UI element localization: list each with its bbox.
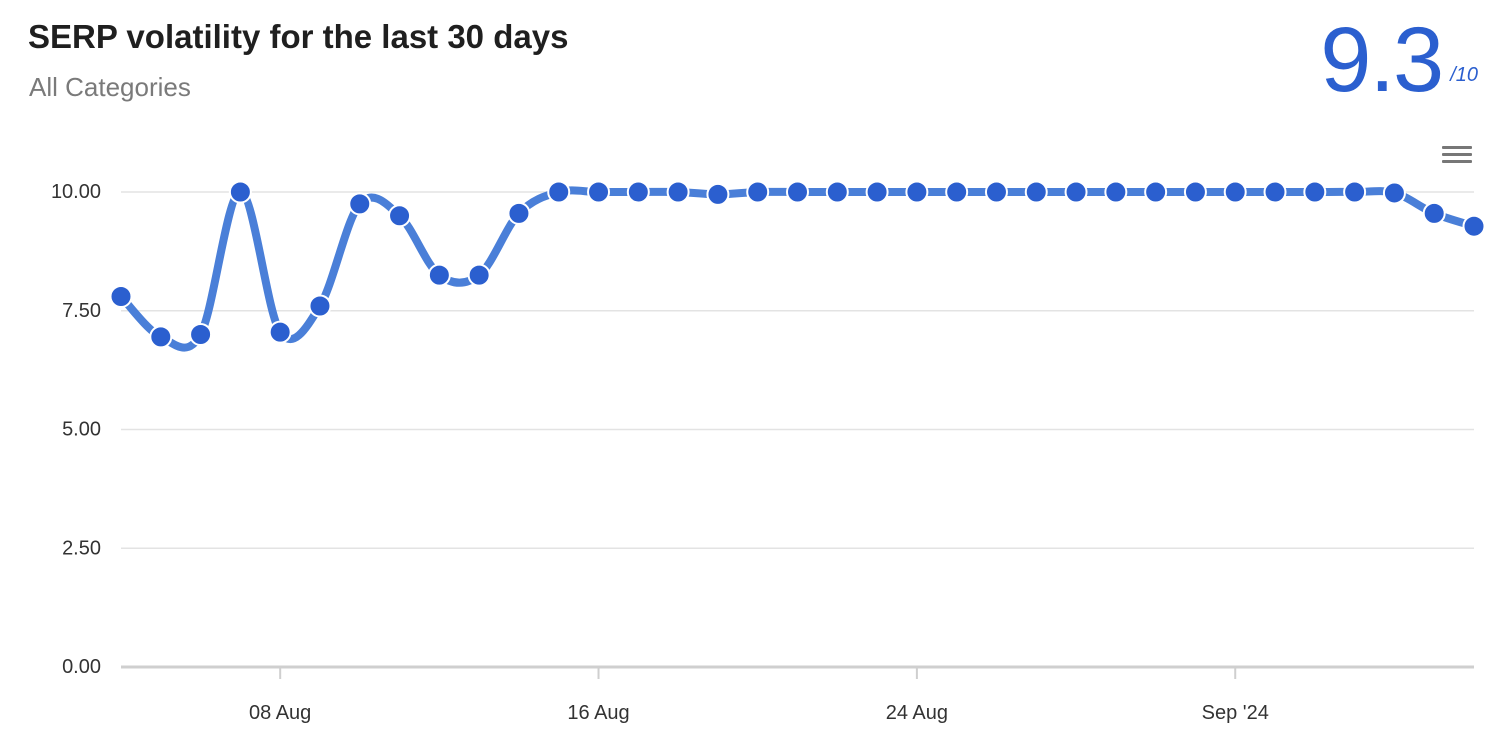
data-point[interactable] [626,180,650,204]
data-point[interactable] [1263,180,1287,204]
data-point[interactable] [905,180,929,204]
hamburger-menu-icon[interactable] [1440,142,1474,172]
data-point[interactable] [228,180,252,204]
score-max: /10 [1450,64,1478,86]
x-axis: 08 Aug 16 Aug 24 Aug Sep '24 [249,667,1269,724]
data-point[interactable] [1223,180,1247,204]
y-tick-label: 10.00 [51,181,101,203]
data-point[interactable] [865,180,889,204]
data-point[interactable] [467,263,491,287]
chart-subtitle: All Categories [29,72,191,102]
data-point[interactable] [666,180,690,204]
y-tick-label: 5.00 [62,419,101,441]
data-point[interactable] [308,294,332,318]
data-point[interactable] [507,201,531,225]
data-point[interactable] [1422,201,1446,225]
data-point[interactable] [984,180,1008,204]
data-point[interactable] [388,204,412,228]
data-point[interactable] [547,180,571,204]
x-tick-label: 24 Aug [886,702,948,724]
score-value: 9.3 [1320,9,1444,111]
x-tick-label: 16 Aug [567,702,629,724]
data-point[interactable] [268,320,292,344]
data-point[interactable] [149,325,173,349]
x-tick-label: Sep '24 [1202,702,1269,724]
series-points-layer [109,180,1486,349]
data-point[interactable] [109,285,133,308]
y-tick-label: 7.50 [62,300,101,322]
data-point[interactable] [587,180,611,204]
y-axis: 0.00 2.50 5.00 7.50 10.00 [51,181,101,678]
y-tick-label: 2.50 [62,537,101,559]
grid-layer [121,191,1474,669]
data-point[interactable] [1462,214,1486,238]
data-point[interactable] [945,180,969,204]
data-point[interactable] [1183,180,1207,204]
series-line [117,186,1478,352]
data-point[interactable] [1064,180,1088,204]
data-point[interactable] [1303,180,1327,204]
data-point[interactable] [427,263,451,287]
y-tick-label: 0.00 [62,656,101,678]
data-point[interactable] [348,192,372,216]
data-point[interactable] [786,180,809,204]
data-point[interactable] [1104,180,1128,204]
x-tick-label: 08 Aug [249,702,311,724]
data-point[interactable] [1024,180,1048,204]
series-line-layer [117,186,1478,352]
data-point[interactable] [825,180,849,204]
data-point[interactable] [746,180,770,204]
data-point[interactable] [189,323,213,346]
data-point[interactable] [1144,180,1168,204]
volatility-score: 9.3 /10 [1320,14,1478,114]
data-point[interactable] [1382,181,1406,205]
data-point[interactable] [706,182,730,206]
chart-title: SERP volatility for the last 30 days [28,18,569,55]
data-point[interactable] [1343,180,1367,204]
